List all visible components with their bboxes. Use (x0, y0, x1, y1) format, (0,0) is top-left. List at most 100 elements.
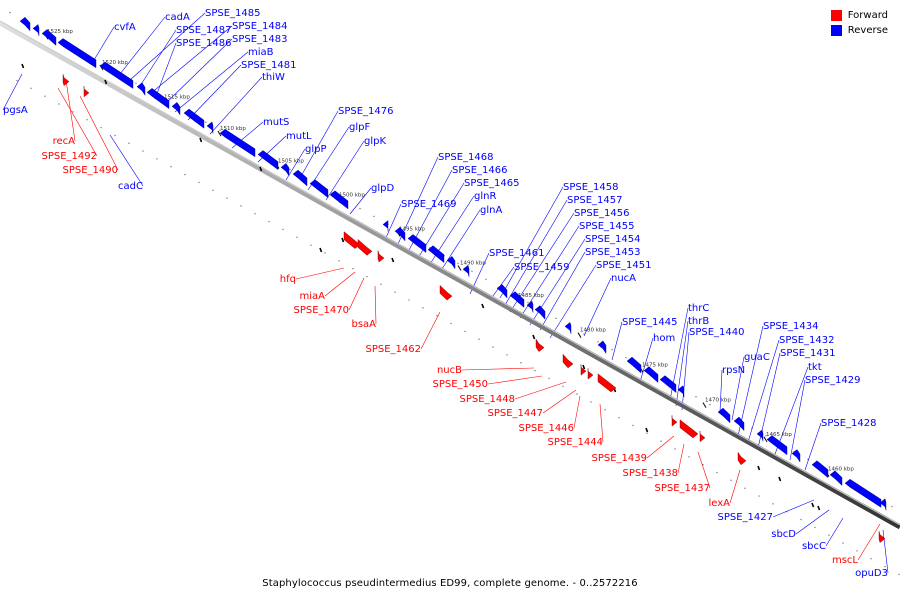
reverse-gene-arrow[interactable] (659, 375, 677, 393)
reverse-gene-arrow[interactable] (879, 498, 887, 511)
gene-label[interactable]: nucA (611, 273, 636, 284)
gene-label[interactable]: glpF (349, 122, 370, 133)
reverse-gene-arrow[interactable] (534, 305, 546, 320)
reverse-gene-arrow[interactable] (280, 163, 290, 177)
forward-gene-arrow[interactable] (878, 531, 886, 543)
reverse-gene-arrow[interactable] (811, 460, 829, 479)
gene-label[interactable]: SPSE_1446 (519, 423, 575, 434)
reverse-gene-arrow[interactable] (394, 226, 406, 242)
gene-label[interactable]: glnA (480, 205, 502, 216)
gene-label[interactable]: SPSE_1470 (294, 305, 350, 316)
reverse-gene-arrow[interactable] (219, 128, 256, 158)
forward-gene-arrow[interactable] (597, 373, 617, 393)
gene-label[interactable]: SPSE_1429 (805, 375, 861, 386)
reverse-gene-arrow[interactable] (136, 82, 146, 96)
gene-label[interactable]: lexA (708, 498, 730, 509)
gene-label[interactable]: SPSE_1468 (438, 152, 494, 163)
forward-gene-arrow[interactable] (679, 419, 699, 439)
gene-label[interactable]: SPSE_1492 (42, 151, 98, 162)
reverse-gene-arrow[interactable] (382, 220, 389, 232)
gene-label[interactable]: nucB (437, 365, 462, 376)
reverse-gene-arrow[interactable] (183, 108, 205, 129)
reverse-gene-arrow[interactable] (329, 190, 349, 210)
reverse-gene-arrow[interactable] (766, 435, 788, 456)
reverse-gene-arrow[interactable] (32, 24, 40, 36)
gene-label[interactable]: SPSE_1457 (567, 195, 623, 206)
gene-label[interactable]: SPSE_1447 (488, 408, 544, 419)
gene-label[interactable]: glpP (305, 144, 327, 155)
reverse-gene-arrow[interactable] (756, 429, 764, 442)
gene-label[interactable]: SPSE_1481 (241, 60, 297, 71)
gene-label[interactable]: SPSE_1483 (232, 34, 288, 45)
gene-label[interactable]: cvfA (114, 22, 136, 33)
gene-label[interactable]: bsaA (351, 319, 376, 330)
gene-label[interactable]: SPSE_1469 (401, 199, 457, 210)
gene-label[interactable]: cadC (118, 181, 143, 192)
gene-label[interactable]: rpsN (722, 365, 745, 376)
gene-label[interactable]: miaB (248, 47, 274, 58)
forward-gene-arrow[interactable] (357, 239, 373, 256)
gene-label[interactable]: SPSE_1451 (596, 260, 652, 271)
gene-label[interactable]: sbcC (802, 541, 826, 552)
gene-label[interactable]: SPSE_1486 (176, 38, 232, 49)
gene-label[interactable]: guaC (744, 352, 770, 363)
reverse-gene-arrow[interactable] (407, 234, 427, 253)
forward-gene-arrow[interactable] (377, 250, 385, 263)
gene-label[interactable]: SPSE_1476 (338, 106, 394, 117)
forward-gene-arrow[interactable] (580, 364, 587, 376)
gene-label[interactable]: SPSE_1465 (464, 178, 520, 189)
forward-gene-arrow[interactable] (671, 415, 678, 427)
reverse-gene-arrow[interactable] (446, 256, 456, 270)
gene-label[interactable]: SPSE_1444 (548, 437, 604, 448)
reverse-gene-arrow[interactable] (19, 16, 31, 32)
gene-label[interactable]: SPSE_1455 (579, 221, 635, 232)
reverse-gene-arrow[interactable] (643, 366, 659, 383)
gene-label[interactable]: tkt (808, 362, 822, 373)
forward-gene-arrow[interactable] (83, 86, 90, 98)
forward-gene-arrow[interactable] (62, 74, 70, 86)
reverse-gene-arrow[interactable] (829, 470, 843, 486)
forward-gene-arrow[interactable] (699, 431, 706, 443)
reverse-gene-arrow[interactable] (41, 29, 57, 46)
gene-label[interactable]: hom (653, 333, 675, 344)
gene-label[interactable]: SPSE_1428 (821, 418, 877, 429)
reverse-gene-arrow[interactable] (597, 340, 607, 355)
reverse-gene-arrow[interactable] (844, 478, 882, 508)
reverse-gene-arrow[interactable] (146, 88, 170, 110)
reverse-gene-arrow[interactable] (496, 284, 508, 299)
gene-label[interactable]: SPSE_1487 (176, 25, 232, 36)
reverse-gene-arrow[interactable] (509, 291, 525, 308)
reverse-gene-arrow[interactable] (564, 322, 572, 334)
reverse-gene-arrow[interactable] (171, 102, 181, 116)
gene-label[interactable]: cadA (165, 12, 190, 23)
reverse-gene-arrow[interactable] (309, 179, 329, 199)
gene-label[interactable]: opuD3 (855, 568, 888, 579)
reverse-gene-arrow[interactable] (57, 38, 97, 69)
gene-label[interactable]: SPSE_1438 (623, 468, 679, 479)
forward-gene-arrow[interactable] (439, 284, 453, 301)
gene-label[interactable]: SPSE_1431 (780, 348, 836, 359)
reverse-gene-arrow[interactable] (427, 245, 445, 264)
gene-label[interactable]: SPSE_1434 (763, 321, 819, 332)
gene-label[interactable]: mscL (832, 555, 858, 566)
gene-label[interactable]: thrB (688, 316, 709, 327)
gene-label[interactable]: sbcD (771, 529, 796, 540)
reverse-gene-arrow[interactable] (677, 385, 685, 398)
reverse-gene-arrow[interactable] (206, 121, 214, 134)
gene-label[interactable]: SPSE_1459 (514, 262, 570, 273)
gene-label[interactable]: hfq (280, 274, 296, 285)
forward-gene-arrow[interactable] (737, 451, 747, 466)
reverse-gene-arrow[interactable] (462, 264, 470, 277)
forward-gene-arrow[interactable] (535, 338, 545, 352)
gene-label[interactable]: mutS (263, 117, 289, 128)
gene-label[interactable]: thiW (262, 72, 285, 83)
gene-label[interactable]: SPSE_1454 (585, 234, 641, 245)
gene-label[interactable]: glpK (364, 136, 386, 147)
gene-label[interactable]: SPSE_1432 (779, 335, 835, 346)
gene-label[interactable]: SPSE_1485 (205, 8, 261, 19)
reverse-gene-arrow[interactable] (733, 416, 745, 432)
forward-gene-arrow[interactable] (562, 353, 574, 369)
gene-label[interactable]: glpD (371, 183, 394, 194)
gene-label[interactable]: SPSE_1437 (655, 483, 711, 494)
gene-label[interactable]: SPSE_1427 (718, 512, 774, 523)
